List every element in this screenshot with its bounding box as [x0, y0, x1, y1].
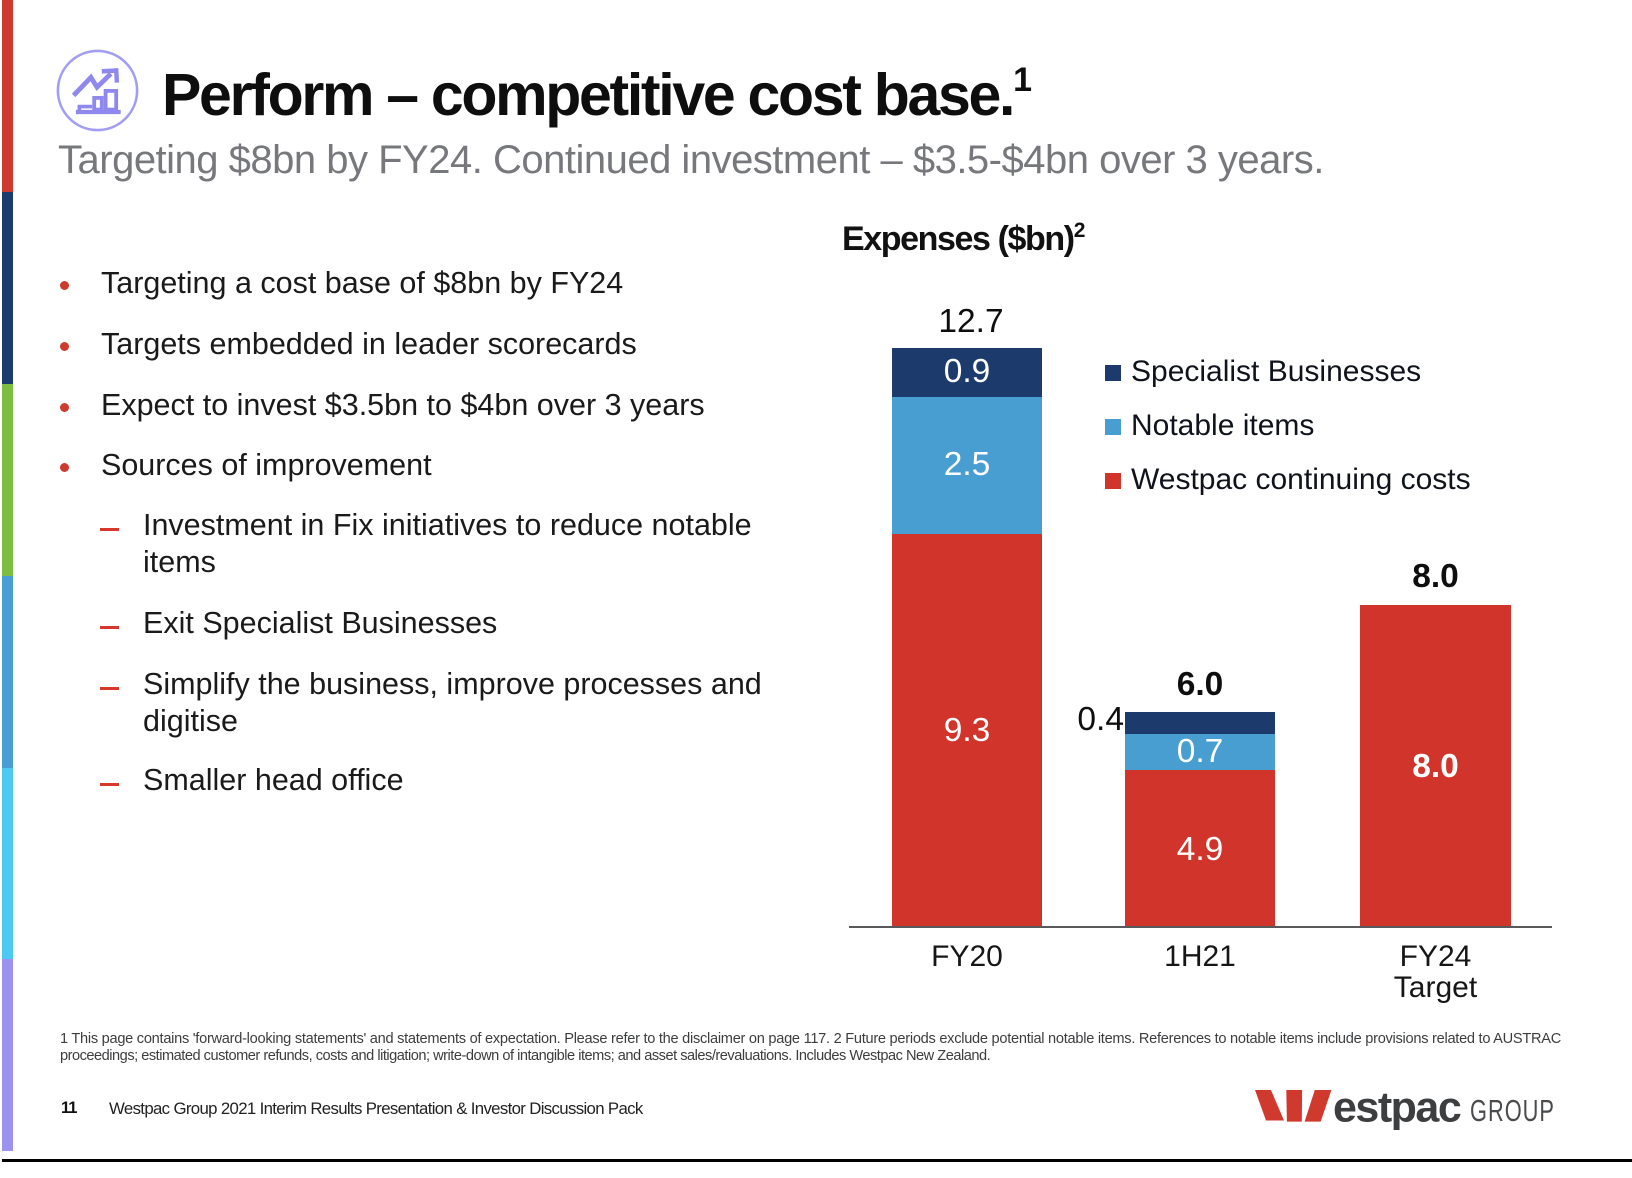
svg-text:estpac: estpac [1333, 1086, 1461, 1130]
svg-text:GROUP: GROUP [1470, 1094, 1555, 1129]
